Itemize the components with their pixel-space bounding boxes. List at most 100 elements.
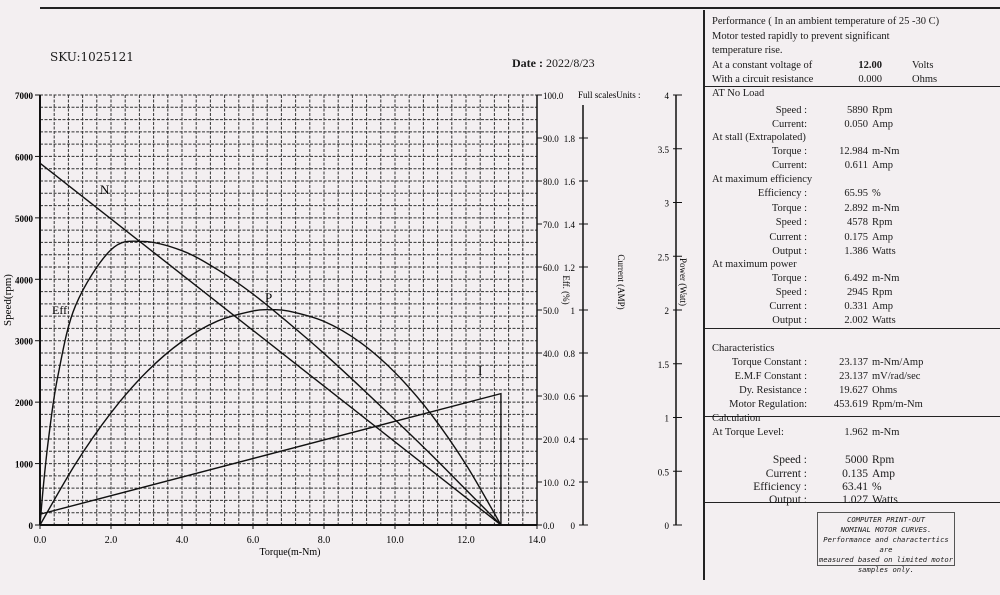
power-tick-label: 0.5 [658,467,670,477]
date: Date : 2022/8/23 [512,56,595,71]
performance-panel: Performance ( In an ambient temperature … [703,10,1000,580]
row-label: Output : [768,494,807,506]
row-unit: Amp [872,468,895,480]
eff-tick-label: 60.0 [543,263,559,273]
speed-tick-label: 4000 [15,275,34,285]
eff-tick-label: 50.0 [543,306,559,316]
data-row: Current : 0.135 Amp [705,467,1000,481]
row-label: Speed : [772,454,807,466]
row-unit: Amp [872,160,893,171]
row-value: 2945 [847,287,868,298]
row-value: 23.137 [839,357,868,368]
row-value: 12.984 [839,146,868,157]
eff-tick-label: 40.0 [543,349,559,359]
row-value: 2.892 [844,203,868,214]
voltage-label: At a constant voltage of [712,60,813,71]
current-tick-label: 0.8 [564,349,576,359]
row-label: Efficiency : [753,481,807,493]
series-p-line [39,308,502,526]
current-tick-label: 0.4 [564,435,576,445]
resistance-row: With a circuit resistance 0.000 Ohms [705,73,1000,87]
row-unit: m-Nm [872,273,900,284]
row-label: Efficiency : [757,188,807,199]
row-unit: Ohms [872,385,898,396]
row-value: 2.002 [844,315,868,326]
voltage-row: At a constant voltage of 12.00 Volts [705,59,1000,73]
row-value: 4578 [847,217,868,228]
power-tick-label: 1 [665,414,670,424]
x-tick-label: 14.0 [528,535,546,546]
resistance-unit: Ohms [912,74,938,85]
row-value: 5000 [845,454,868,466]
row-label: Current: [772,160,807,171]
data-row: Speed : 5890 Rpm [705,104,1000,118]
resistance-value: 0.000 [858,74,882,85]
section-title: At maximum efficiency [705,173,1000,187]
data-row: Torque : 6.492 m-Nm [705,272,1000,286]
y-axis-label-speed: Speed(rpm) [2,274,14,326]
row-label: Current : [769,232,807,243]
row-unit: m-Nm [872,427,900,438]
row-value: 5890 [847,105,868,116]
eff-tick-label: 20.0 [543,435,559,445]
row-label: Motor Regulation: [729,399,807,410]
row-label: E.M.F Constant : [734,371,807,382]
row-unit: Rpm [872,105,893,116]
speed-tick-label: 3000 [15,337,34,347]
row-unit: % [872,188,881,199]
row-label: Speed : [775,287,807,298]
power-tick-label: 3 [665,199,670,209]
curve-label-eff: Eff [52,303,67,317]
row-value: 0.611 [844,160,868,171]
row-label: Current: [772,119,807,130]
row-unit: Rpm [872,454,895,466]
row-value: 65.95 [844,188,868,199]
power-tick-label: 2.5 [658,252,670,262]
curve-label-p: P [265,290,272,305]
row-value: 1.027 [842,494,868,506]
data-row: Efficiency : 63.41% [705,480,1000,494]
data-row: Current: 0.050 Amp [705,118,1000,132]
data-row: Efficiency : 65.95% [705,187,1000,201]
row-label: At Torque Level: [712,427,784,438]
power-tick-label: 1.5 [658,360,670,370]
row-unit: mV/rad/sec [872,371,921,382]
intro-text: Performance ( In an ambient temperature … [712,16,940,27]
row-value: 1.386 [844,246,868,257]
current-tick-label: 1.6 [564,177,576,187]
date-value: 2022/8/23 [545,56,595,70]
row-unit: % [872,481,882,493]
row-label: Torque : [771,146,807,157]
intro-line: Performance ( In an ambient temperature … [705,15,1000,29]
row-unit: Rpm [872,217,893,228]
eff-tick-label: 0.0 [543,521,555,531]
disclaimer-line: COMPUTER PRINT-OUT [847,515,925,524]
divider [705,328,1000,329]
speed-tick-label: 6000 [15,152,34,162]
section-title-text: Characteristics [712,343,775,354]
row-value: 453.619 [833,399,868,410]
row-label: Torque : [771,203,807,214]
section-title-text: AT No Load [712,88,765,99]
row-label: Speed : [775,217,807,228]
eff-tick-label: 10.0 [543,478,559,488]
data-row: Torque Constant : 23.137 m-Nm/Amp [705,356,1000,370]
current-tick-label: 1.8 [564,134,576,144]
row-unit: Watts [872,315,896,326]
row-value: 19.627 [839,385,868,396]
data-row: Speed : 2945 Rpm [705,286,1000,300]
disclaimer-box: COMPUTER PRINT-OUT NOMINAL MOTOR CURVES. P… [817,512,955,574]
section-title: Calculation [705,412,1000,426]
resistance-label: With a circuit resistance [712,74,814,85]
row-unit: m-Nm [872,203,900,214]
data-row: Speed : 5000 Rpm [705,453,1000,467]
power-tick-label: 3.5 [658,145,670,155]
row-unit: m-Nm/Amp [872,357,924,368]
y-axis-label-eff: Eff. (%) [561,275,571,304]
divider [705,416,1000,417]
power-tick-label: 0 [665,521,670,531]
series-n-line [39,162,502,526]
row-value: 1.962 [844,427,868,438]
section-title: At maximum power [705,258,1000,272]
